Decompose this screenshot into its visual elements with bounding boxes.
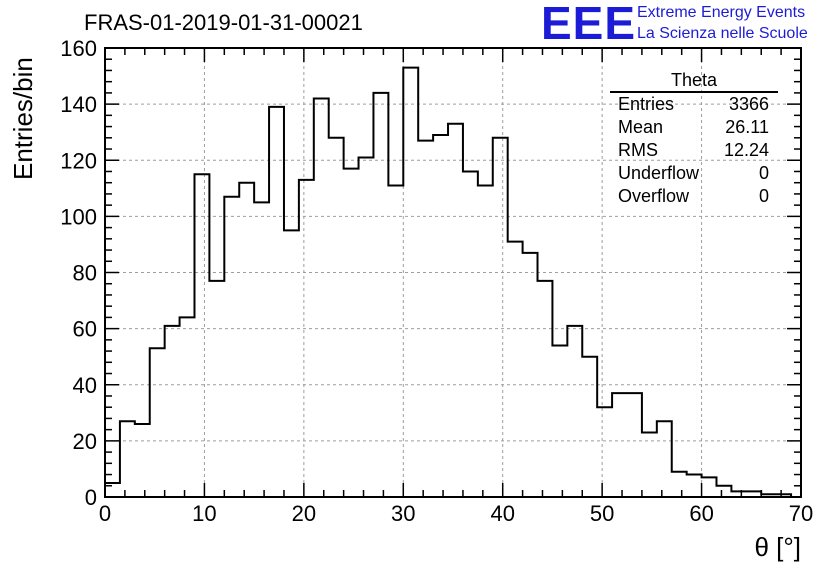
logo-subtitle-line2: La Scienza nelle Scuole (637, 25, 808, 42)
x-tick-label: 20 (292, 501, 316, 526)
y-tick-label: 140 (60, 92, 97, 117)
x-tick-labels: 0 10 20 30 40 50 60 70 (99, 501, 813, 526)
x-tick-label: 40 (490, 501, 514, 526)
y-tick-label: 40 (73, 373, 97, 398)
x-tick-label: 60 (689, 501, 713, 526)
stats-label: Mean (618, 117, 664, 137)
stats-label: Entries (618, 94, 675, 114)
y-tick-label: 60 (73, 317, 97, 342)
x-tick-label: 30 (391, 501, 415, 526)
stats-row-overflow: Overflow 0 (610, 185, 778, 208)
x-tick-label: 0 (99, 501, 111, 526)
y-tick-label: 80 (73, 261, 97, 286)
y-tick-label: 100 (60, 204, 97, 229)
stats-row-rms: RMS 12.24 (610, 139, 778, 162)
stats-row-mean: Mean 26.11 (610, 116, 778, 139)
x-tick-label: 70 (789, 501, 813, 526)
chart-title: FRAS-01-2019-01-31-00021 (84, 10, 363, 35)
x-axis-label: θ [°] (754, 532, 801, 562)
stats-label: Underflow (618, 163, 700, 183)
stats-value: 12.24 (723, 140, 769, 160)
stats-value: 26.11 (725, 117, 769, 137)
x-tick-label: 10 (192, 501, 216, 526)
stats-value: 0 (758, 186, 769, 206)
y-tick-label: 120 (60, 148, 97, 173)
logo-subtitle-line1: Extreme Energy Events (637, 4, 806, 21)
y-tick-labels: 0 20 40 60 80 100 120 140 160 (60, 36, 97, 510)
stats-row-entries: Entries 3366 (610, 93, 778, 116)
x-tick-label: 50 (590, 501, 614, 526)
stats-title: Theta (610, 70, 778, 93)
stats-row-underflow: Underflow 0 (610, 162, 778, 185)
axis-ticks (104, 47, 802, 498)
y-tick-label: 0 (85, 485, 97, 510)
y-tick-label: 160 (60, 36, 97, 61)
stats-label: RMS (618, 140, 658, 160)
eee-logo: EEE (541, 0, 637, 49)
stats-label: Overflow (618, 186, 690, 206)
y-tick-label: 20 (73, 429, 97, 454)
stats-box: Theta Entries 3366 Mean 26.11 RMS 12.24 … (610, 70, 778, 208)
histogram-step-line (104, 66, 793, 497)
stats-value: 0 (758, 163, 769, 183)
y-axis-label: Entries/bin (8, 57, 38, 180)
stats-value: 3366 (728, 94, 769, 114)
